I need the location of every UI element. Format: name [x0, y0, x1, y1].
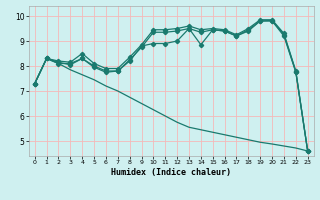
X-axis label: Humidex (Indice chaleur): Humidex (Indice chaleur) [111, 168, 231, 177]
